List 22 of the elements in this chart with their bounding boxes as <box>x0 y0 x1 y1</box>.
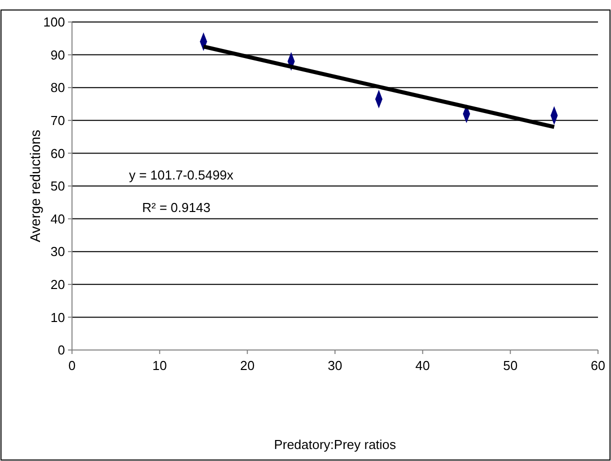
y-tick-label: 40 <box>50 211 65 226</box>
x-tick-label: 50 <box>503 358 518 373</box>
y-tick-label: 0 <box>58 342 65 358</box>
x-tick-label: 40 <box>415 358 430 373</box>
annotation: y = 101.7-0.5499x <box>128 167 234 182</box>
x-tick-label: 10 <box>152 358 167 373</box>
y-axis-title: Averge reductions <box>27 130 43 242</box>
y-tick-label: 90 <box>50 47 65 62</box>
annotation: R² = 0.9143 <box>142 200 210 216</box>
x-tick-label: 60 <box>590 358 606 373</box>
x-tick-label: 30 <box>328 358 342 373</box>
y-tick-label: 50 <box>50 178 65 194</box>
y-tick-label: 60 <box>50 146 65 161</box>
y-tick-label: 100 <box>43 14 65 30</box>
y-tick-label: 10 <box>50 310 65 325</box>
x-tick-label: 20 <box>240 358 255 373</box>
x-tick-label: 0 <box>68 358 76 373</box>
y-tick-label: 20 <box>50 276 65 292</box>
y-tick-label: 70 <box>50 112 65 128</box>
y-tick-label: 80 <box>50 80 65 96</box>
y-tick-label: 30 <box>50 244 65 260</box>
x-axis-title: Predatory:Prey ratios <box>274 437 397 452</box>
